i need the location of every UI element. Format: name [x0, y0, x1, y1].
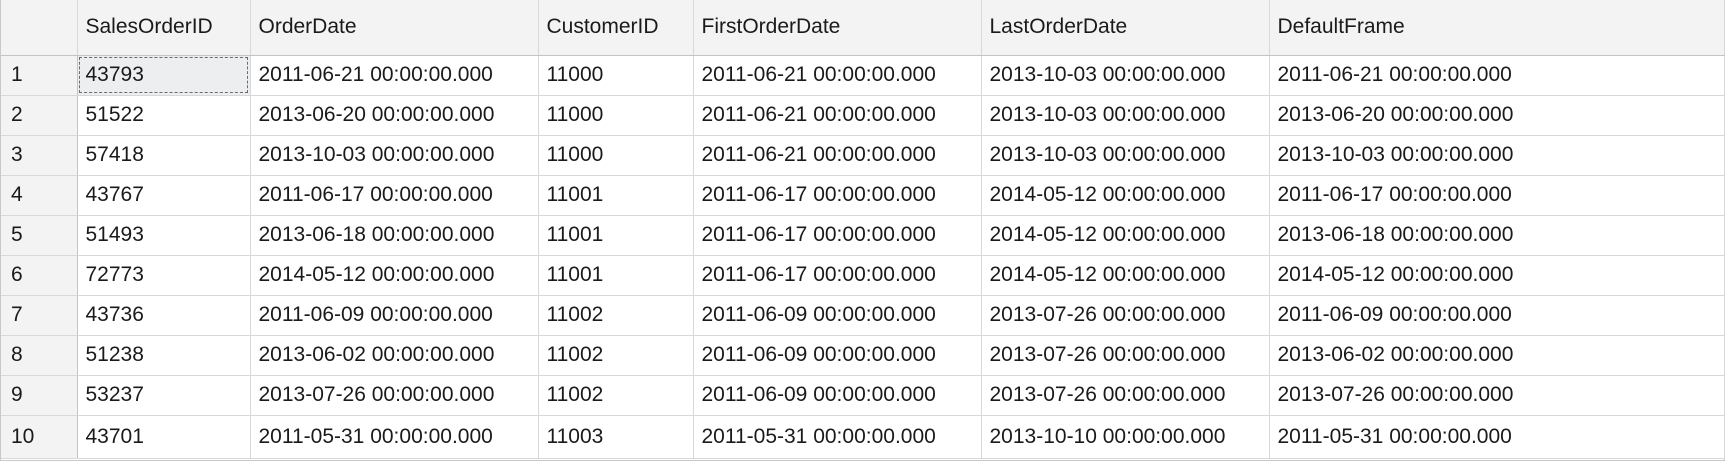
cell-salesorderid[interactable]: 43736: [77, 295, 251, 336]
row-number-header[interactable]: 5: [1, 215, 78, 256]
cell-lastorderdate[interactable]: 2013-10-03 00:00:00.000: [981, 135, 1270, 176]
cell-defaultframe[interactable]: 2014-05-12 00:00:00.000: [1269, 255, 1725, 296]
cell-orderdate[interactable]: 2013-07-26 00:00:00.000: [250, 375, 539, 416]
cell-customerid[interactable]: 11002: [538, 295, 694, 336]
cell-firstorderdate[interactable]: 2011-05-31 00:00:00.000: [693, 415, 982, 459]
cell-orderdate[interactable]: 2013-06-18 00:00:00.000: [250, 215, 539, 256]
cell-defaultframe[interactable]: 2011-06-21 00:00:00.000: [1269, 55, 1725, 96]
cell-lastorderdate[interactable]: 2013-07-26 00:00:00.000: [981, 335, 1270, 376]
row-number-header[interactable]: 9: [1, 375, 78, 416]
row-number-header[interactable]: 3: [1, 135, 78, 176]
header-row: SalesOrderID OrderDate CustomerID FirstO…: [1, 0, 1725, 56]
table-row[interactable]: 6 72773 2014-05-12 00:00:00.000 11001 2011-0…: [1, 255, 1725, 296]
cell-customerid[interactable]: 11001: [538, 215, 694, 256]
corner-select-all[interactable]: [1, 0, 78, 56]
cell-firstorderdate[interactable]: 2011-06-21 00:00:00.000: [693, 135, 982, 176]
table-row[interactable]: 9 53237 2013-07-26 00:00:00.000 11002 2011-0…: [1, 375, 1725, 416]
cell-customerid[interactable]: 11000: [538, 95, 694, 136]
cell-firstorderdate[interactable]: 2011-06-09 00:00:00.000: [693, 375, 982, 416]
cell-salesorderid[interactable]: 53237: [77, 375, 251, 416]
cell-salesorderid[interactable]: 43767: [77, 175, 251, 216]
cell-defaultframe[interactable]: 2011-06-09 00:00:00.000: [1269, 295, 1725, 336]
column-header-salesorderid[interactable]: SalesOrderID: [77, 0, 251, 56]
cell-customerid[interactable]: 11001: [538, 175, 694, 216]
cell-lastorderdate[interactable]: 2014-05-12 00:00:00.000: [981, 255, 1270, 296]
cell-salesorderid[interactable]: 72773: [77, 255, 251, 296]
cell-orderdate[interactable]: 2011-06-09 00:00:00.000: [250, 295, 539, 336]
grid-body: 1 43793 2011-06-21 00:00:00.000 11000 2011-0…: [1, 55, 1725, 459]
cell-salesorderid[interactable]: 51493: [77, 215, 251, 256]
cell-orderdate[interactable]: 2011-06-17 00:00:00.000: [250, 175, 539, 216]
cell-firstorderdate[interactable]: 2011-06-17 00:00:00.000: [693, 255, 982, 296]
table-row[interactable]: 4 43767 2011-06-17 00:00:00.000 11001 2011-0…: [1, 175, 1725, 216]
cell-firstorderdate[interactable]: 2011-06-09 00:00:00.000: [693, 295, 982, 336]
cell-salesorderid[interactable]: 43793: [77, 55, 251, 96]
table-row[interactable]: 2 51522 2013-06-20 00:00:00.000 11000 2011-0…: [1, 95, 1725, 136]
cell-customerid[interactable]: 11000: [538, 135, 694, 176]
cell-customerid[interactable]: 11002: [538, 375, 694, 416]
cell-defaultframe[interactable]: 2013-06-02 00:00:00.000: [1269, 335, 1725, 376]
row-number-header[interactable]: 2: [1, 95, 78, 136]
cell-customerid[interactable]: 11000: [538, 55, 694, 96]
cell-defaultframe[interactable]: 2013-06-18 00:00:00.000: [1269, 215, 1725, 256]
row-number-header[interactable]: 6: [1, 255, 78, 296]
cell-lastorderdate[interactable]: 2013-10-10 00:00:00.000: [981, 415, 1270, 459]
cell-firstorderdate[interactable]: 2011-06-21 00:00:00.000: [693, 95, 982, 136]
table-row[interactable]: 8 51238 2013-06-02 00:00:00.000 11002 2011-0…: [1, 335, 1725, 376]
column-header-customerid[interactable]: CustomerID: [538, 0, 694, 56]
row-number-header[interactable]: 7: [1, 295, 78, 336]
table-row[interactable]: 5 51493 2013-06-18 00:00:00.000 11001 2011-0…: [1, 215, 1725, 256]
cell-salesorderid[interactable]: 43701: [77, 415, 251, 459]
cell-orderdate[interactable]: 2013-10-03 00:00:00.000: [250, 135, 539, 176]
column-header-lastorderdate[interactable]: LastOrderDate: [981, 0, 1270, 56]
row-number-header[interactable]: 4: [1, 175, 78, 216]
cell-lastorderdate[interactable]: 2013-10-03 00:00:00.000: [981, 55, 1270, 96]
cell-lastorderdate[interactable]: 2014-05-12 00:00:00.000: [981, 215, 1270, 256]
table-row[interactable]: 3 57418 2013-10-03 00:00:00.000 11000 2011-0…: [1, 135, 1725, 176]
cell-salesorderid[interactable]: 57418: [77, 135, 251, 176]
cell-defaultframe[interactable]: 2011-05-31 00:00:00.000: [1269, 415, 1725, 459]
cell-salesorderid[interactable]: 51238: [77, 335, 251, 376]
column-header-orderdate[interactable]: OrderDate: [250, 0, 539, 56]
row-number-header[interactable]: 10: [1, 415, 78, 459]
cell-orderdate[interactable]: 2014-05-12 00:00:00.000: [250, 255, 539, 296]
cell-defaultframe[interactable]: 2011-06-17 00:00:00.000: [1269, 175, 1725, 216]
cell-lastorderdate[interactable]: 2013-07-26 00:00:00.000: [981, 375, 1270, 416]
cell-defaultframe[interactable]: 2013-06-20 00:00:00.000: [1269, 95, 1725, 136]
column-header-defaultframe[interactable]: DefaultFrame: [1269, 0, 1725, 56]
cell-firstorderdate[interactable]: 2011-06-17 00:00:00.000: [693, 175, 982, 216]
column-header-firstorderdate[interactable]: FirstOrderDate: [693, 0, 982, 56]
table-row[interactable]: 10 43701 2011-05-31 00:00:00.000 11003 2011-…: [1, 415, 1725, 459]
row-number-header[interactable]: 8: [1, 335, 78, 376]
cell-orderdate[interactable]: 2011-05-31 00:00:00.000: [250, 415, 539, 459]
cell-orderdate[interactable]: 2011-06-21 00:00:00.000: [250, 55, 539, 96]
cell-lastorderdate[interactable]: 2013-10-03 00:00:00.000: [981, 95, 1270, 136]
cell-defaultframe[interactable]: 2013-07-26 00:00:00.000: [1269, 375, 1725, 416]
cell-firstorderdate[interactable]: 2011-06-17 00:00:00.000: [693, 215, 982, 256]
cell-customerid[interactable]: 11001: [538, 255, 694, 296]
cell-lastorderdate[interactable]: 2013-07-26 00:00:00.000: [981, 295, 1270, 336]
cell-firstorderdate[interactable]: 2011-06-09 00:00:00.000: [693, 335, 982, 376]
table-row[interactable]: 7 43736 2011-06-09 00:00:00.000 11002 2011-0…: [1, 295, 1725, 336]
cell-orderdate[interactable]: 2013-06-20 00:00:00.000: [250, 95, 539, 136]
cell-salesorderid[interactable]: 51522: [77, 95, 251, 136]
cell-lastorderdate[interactable]: 2014-05-12 00:00:00.000: [981, 175, 1270, 216]
cell-defaultframe[interactable]: 2013-10-03 00:00:00.000: [1269, 135, 1725, 176]
cell-customerid[interactable]: 11002: [538, 335, 694, 376]
cell-orderdate[interactable]: 2013-06-02 00:00:00.000: [250, 335, 539, 376]
cell-firstorderdate[interactable]: 2011-06-21 00:00:00.000: [693, 55, 982, 96]
cell-customerid[interactable]: 11003: [538, 415, 694, 459]
table-row[interactable]: 1 43793 2011-06-21 00:00:00.000 11000 2011-0…: [1, 55, 1725, 96]
row-number-header[interactable]: 1: [1, 55, 78, 96]
